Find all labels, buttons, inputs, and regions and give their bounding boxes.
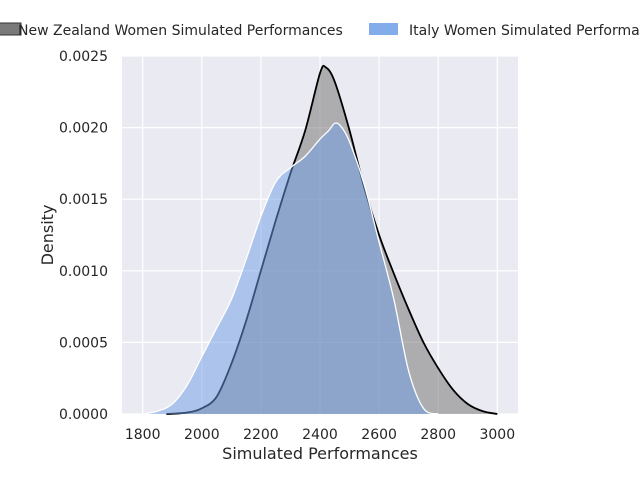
x-tick-label: 2800 <box>420 427 456 443</box>
legend-swatch-0 <box>0 22 22 36</box>
legend-swatch-1 <box>369 23 398 35</box>
legend: New Zealand Women Simulated Performances… <box>0 22 640 39</box>
y-tick-label: 0.0005 <box>59 335 108 351</box>
series-1-line <box>142 122 439 415</box>
axis-ticks: 1800 2000 2200 2400 2600 2800 3000 0.0000 0.0005… <box>59 49 515 443</box>
y-tick-label: 0.0020 <box>59 121 108 137</box>
x-tick-label: 2200 <box>243 427 279 443</box>
x-tick-label: 1800 <box>125 427 161 443</box>
x-axis-label: Simulated Performances <box>222 444 418 463</box>
x-tick-label: 2000 <box>184 427 220 443</box>
y-axis-label: Density <box>38 205 57 266</box>
x-tick-label: 2600 <box>361 427 397 443</box>
y-tick-label: 0.0000 <box>59 407 108 423</box>
x-tick-label: 2400 <box>302 427 338 443</box>
legend-label-0: New Zealand Women Simulated Performances <box>18 23 343 39</box>
series-layer <box>142 64 498 415</box>
y-tick-label: 0.0025 <box>59 49 108 65</box>
y-tick-label: 0.0015 <box>59 192 108 208</box>
series-1-area <box>142 123 439 415</box>
y-tick-label: 0.0010 <box>59 264 108 280</box>
x-tick-label: 3000 <box>479 427 515 443</box>
legend-label-1: Italy Women Simulated Performances <box>409 23 640 39</box>
